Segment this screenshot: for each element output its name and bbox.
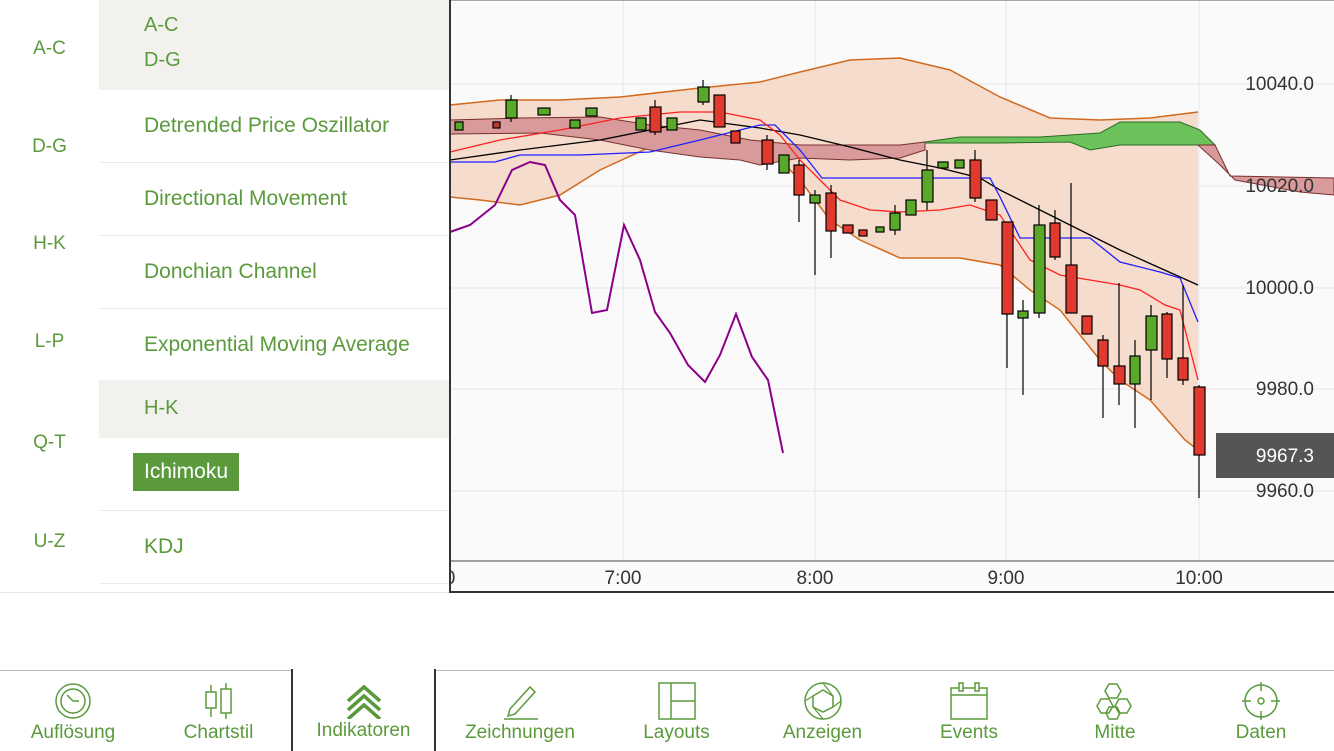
bollinger-upper bbox=[449, 57, 1199, 121]
indicator-item-label: KDJ bbox=[144, 535, 184, 558]
toolbar-daten-button[interactable]: Daten bbox=[1188, 671, 1334, 751]
crosshair-icon bbox=[1242, 682, 1280, 720]
indicator-item-label-selected: Ichimoku bbox=[133, 453, 240, 491]
toolbar-mitte-button[interactable]: Mitte bbox=[1042, 671, 1188, 751]
toolbar-label: Chartstil bbox=[183, 722, 254, 743]
alphabet-index: A-C D-G H-K L-P Q-T U-Z bbox=[0, 0, 100, 592]
alpha-index-l-p[interactable]: L-P bbox=[34, 331, 65, 352]
toolbar-label: Anzeigen bbox=[782, 722, 863, 743]
alpha-index-h-k[interactable]: H-K bbox=[33, 233, 66, 254]
price-label: 10040.0 bbox=[1245, 74, 1314, 95]
indicator-item-label: Exponential Moving Average bbox=[144, 333, 410, 356]
toolbar-layouts-button[interactable]: Layouts bbox=[604, 671, 749, 751]
price-label: 10000.0 bbox=[1245, 278, 1314, 299]
alpha-index-a-c[interactable]: A-C bbox=[33, 38, 66, 59]
kijun-line bbox=[449, 119, 1199, 286]
toolbar-indikatoren-button[interactable]: Indikatoren bbox=[291, 669, 436, 751]
clock-icon bbox=[55, 683, 91, 719]
indicator-item-ichimoku[interactable]: Ichimoku bbox=[99, 438, 449, 511]
indicator-item-detrended-price-oszillator[interactable]: Detrended Price Oszillator bbox=[99, 90, 449, 163]
section-header-partial: A-C bbox=[144, 14, 179, 32]
divider bbox=[0, 592, 449, 593]
time-label: 9:00 bbox=[988, 568, 1025, 589]
section-header-h-k: H-K bbox=[99, 380, 449, 438]
toolbar-label: Zeichnungen bbox=[465, 722, 575, 743]
current-price-badge bbox=[1216, 433, 1334, 478]
toolbar-events-button[interactable]: Events bbox=[896, 671, 1042, 751]
current-price-label: 9967.3 bbox=[1256, 446, 1314, 467]
chart-area[interactable]: 10040.0 10020.0 10000.0 9980.0 9960.0 99… bbox=[445, 0, 1334, 593]
bottom-toolbar: Auflösung Chartstil Indikatoren Zeichnun… bbox=[0, 669, 1334, 751]
indicator-item-directional-movement[interactable]: Directional Movement bbox=[99, 163, 449, 236]
toolbar-label: Layouts bbox=[643, 722, 710, 743]
hexagons-icon bbox=[1096, 683, 1132, 720]
toolbar-label: Events bbox=[939, 722, 999, 743]
alpha-index-d-g[interactable]: D-G bbox=[32, 136, 67, 157]
toolbar-label: Mitte bbox=[1094, 722, 1136, 743]
toolbar-aufloesung-button[interactable]: Auflösung bbox=[0, 671, 146, 751]
indicator-item-label: Donchian Channel bbox=[144, 260, 317, 283]
indicator-item-kdj[interactable]: KDJ bbox=[99, 511, 449, 584]
toolbar-zeichnungen-button[interactable]: Zeichnungen bbox=[436, 671, 604, 751]
time-label: 10:00 bbox=[1175, 568, 1223, 589]
indicator-list: A-C D-G Detrended Price Oszillator Direc… bbox=[99, 0, 449, 592]
indicator-item-exponential-moving-average[interactable]: Exponential Moving Average bbox=[99, 309, 449, 380]
section-header-d-g: A-C D-G bbox=[99, 0, 449, 90]
alpha-index-q-t[interactable]: Q-T bbox=[33, 432, 66, 453]
section-header-label: D-G bbox=[144, 49, 181, 71]
toolbar-label: Daten bbox=[1235, 722, 1287, 743]
red-line bbox=[449, 111, 1199, 381]
indicator-item-donchian-channel[interactable]: Donchian Channel bbox=[99, 236, 449, 309]
price-label: 9980.0 bbox=[1256, 379, 1314, 400]
indicator-item-label: Directional Movement bbox=[144, 187, 348, 210]
time-label: 7:00 bbox=[605, 568, 642, 589]
candlestick-chart[interactable]: 10040.0 10020.0 10000.0 9980.0 9960.0 99… bbox=[445, 0, 1334, 593]
price-label: 9960.0 bbox=[1256, 481, 1314, 502]
indicator-item-label: Detrended Price Oszillator bbox=[144, 114, 390, 137]
ichimoku-cloud-future bbox=[1196, 144, 1334, 196]
toolbar-chartstil-button[interactable]: Chartstil bbox=[146, 671, 291, 751]
candles bbox=[454, 80, 1206, 498]
chevrons-up-icon bbox=[346, 684, 381, 719]
time-label: 8:00 bbox=[797, 568, 834, 589]
bollinger-band bbox=[450, 58, 1198, 450]
alpha-index-u-z[interactable]: U-Z bbox=[33, 531, 66, 552]
calendar-icon bbox=[950, 682, 988, 720]
time-label: 0 bbox=[449, 568, 455, 589]
toolbar-label: Auflösung bbox=[30, 722, 116, 743]
tenkan-line bbox=[450, 124, 1199, 323]
chikou-line bbox=[449, 160, 784, 454]
pencil-icon bbox=[504, 685, 538, 720]
section-header-label: H-K bbox=[144, 397, 179, 419]
layout-icon bbox=[657, 682, 696, 720]
candlestick-icon bbox=[204, 683, 232, 719]
aperture-icon bbox=[803, 682, 842, 720]
price-label: 10020.0 bbox=[1245, 176, 1314, 197]
toolbar-label: Indikatoren bbox=[316, 720, 411, 741]
toolbar-anzeigen-button[interactable]: Anzeigen bbox=[749, 671, 896, 751]
